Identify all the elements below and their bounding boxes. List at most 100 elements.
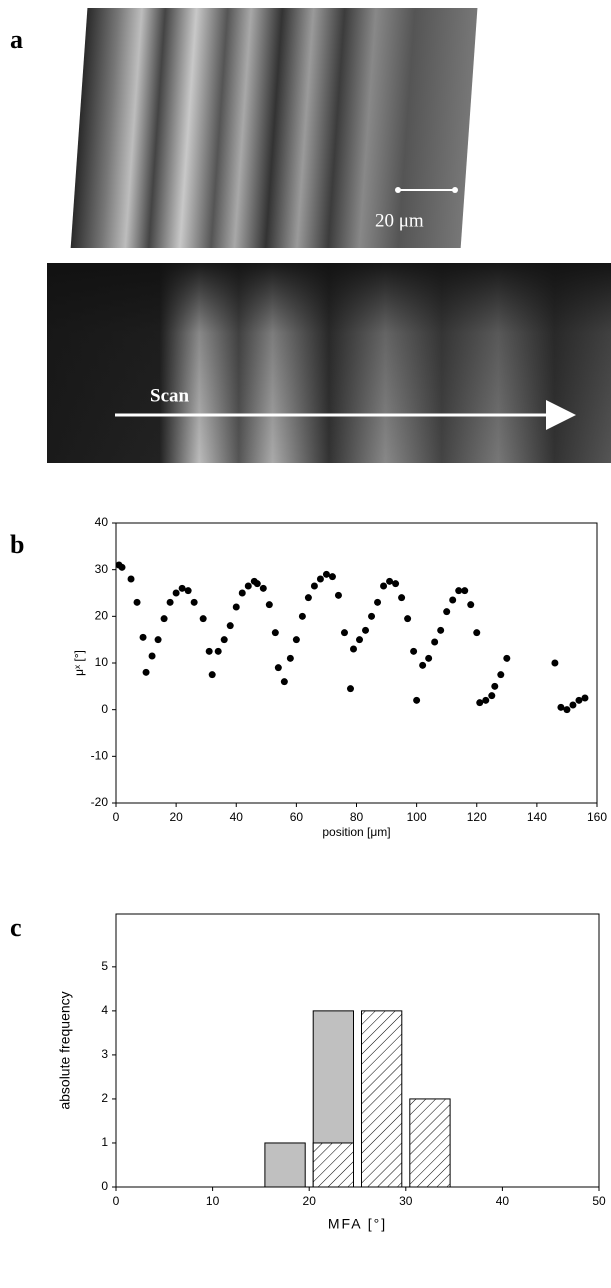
data-point <box>304 594 312 602</box>
data-point <box>461 587 469 595</box>
data-point <box>392 580 400 588</box>
y-tick-label: -10 <box>91 749 109 763</box>
x-tick-label: 120 <box>467 810 487 824</box>
data-point <box>199 615 207 623</box>
histogram-bar <box>312 1142 355 1188</box>
data-point <box>205 647 213 655</box>
data-point <box>349 645 357 653</box>
x-tick-label: 50 <box>592 1194 606 1208</box>
data-point <box>419 661 427 669</box>
data-point <box>443 608 451 616</box>
data-point <box>503 654 511 662</box>
data-point <box>380 582 388 590</box>
y-tick-label: 10 <box>95 655 109 669</box>
data-point <box>238 589 246 597</box>
x-tick-label: 40 <box>230 810 244 824</box>
data-point <box>118 563 126 571</box>
data-point <box>310 582 318 590</box>
y-tick-label: 5 <box>101 959 108 973</box>
x-tick-label: 30 <box>399 1194 413 1208</box>
data-point <box>398 594 406 602</box>
scan-image: Scan <box>47 263 611 463</box>
data-point <box>133 598 141 606</box>
scan-label: Scan <box>150 385 190 406</box>
data-point <box>431 638 439 646</box>
data-point <box>178 584 186 592</box>
data-point <box>404 615 412 623</box>
data-point <box>139 633 147 641</box>
data-point <box>413 696 421 704</box>
data-point <box>298 612 306 620</box>
data-point <box>265 601 273 609</box>
data-point <box>154 636 162 644</box>
data-point <box>259 584 267 592</box>
data-point <box>386 577 394 585</box>
y-tick-label: 3 <box>101 1047 108 1061</box>
x-tick-label: 20 <box>169 810 183 824</box>
data-point <box>362 626 370 634</box>
data-point <box>346 685 354 693</box>
panel-label: b <box>10 530 24 559</box>
x-axis-label: MFA [°] <box>328 1216 387 1232</box>
data-point <box>491 682 499 690</box>
panel-label: c <box>10 913 22 942</box>
y-tick-label: 40 <box>95 515 109 529</box>
data-point <box>437 626 445 634</box>
micrograph: 20 μm <box>70 8 478 248</box>
data-point <box>425 654 433 662</box>
data-point <box>476 699 484 707</box>
data-point <box>575 696 583 704</box>
data-point <box>214 647 222 655</box>
x-tick-label: 0 <box>113 1194 120 1208</box>
data-point <box>142 668 150 676</box>
data-point <box>220 636 228 644</box>
x-tick-label: 40 <box>496 1194 510 1208</box>
data-point <box>467 601 475 609</box>
x-axis-label: position [μm] <box>322 825 390 839</box>
data-point <box>244 582 252 590</box>
x-tick-label: 160 <box>587 810 607 824</box>
y-tick-label: 20 <box>95 609 109 623</box>
x-tick-label: 20 <box>303 1194 317 1208</box>
data-point <box>172 589 180 597</box>
data-point <box>488 692 496 700</box>
data-point <box>316 575 324 583</box>
data-point <box>208 671 216 679</box>
plot-frame <box>115 913 600 1188</box>
data-point <box>328 573 336 581</box>
data-point <box>292 636 300 644</box>
data-point <box>322 570 330 578</box>
data-point <box>449 596 457 604</box>
x-tick-label: 100 <box>407 810 427 824</box>
plot-frame <box>115 522 598 804</box>
data-point <box>551 659 559 667</box>
y-axis-label: absolute frequency <box>57 991 73 1109</box>
x-tick-label: 0 <box>113 810 120 824</box>
data-point <box>148 652 156 660</box>
y-tick-label: -20 <box>91 795 109 809</box>
y-tick-label: 4 <box>101 1003 108 1017</box>
histogram-bar <box>361 1010 403 1188</box>
data-point <box>160 615 168 623</box>
panel-label: a <box>10 25 23 54</box>
histogram-bar <box>409 1098 451 1188</box>
data-point <box>557 703 565 711</box>
data-point <box>569 701 577 709</box>
data-point <box>127 575 135 583</box>
y-tick-label: 1 <box>101 1135 108 1149</box>
data-point <box>410 647 418 655</box>
data-point <box>226 622 234 630</box>
x-tick-label: 10 <box>206 1194 220 1208</box>
histogram-bar <box>264 1142 306 1188</box>
data-point <box>497 671 505 679</box>
y-axis-label: μˣ [°] <box>72 650 86 676</box>
y-tick-label: 0 <box>101 702 108 716</box>
data-point <box>280 678 288 686</box>
data-point <box>190 598 198 606</box>
data-point <box>368 612 376 620</box>
data-point <box>271 629 279 637</box>
x-tick-label: 60 <box>290 810 304 824</box>
data-point <box>581 694 589 702</box>
data-point <box>340 629 348 637</box>
data-point <box>274 664 282 672</box>
